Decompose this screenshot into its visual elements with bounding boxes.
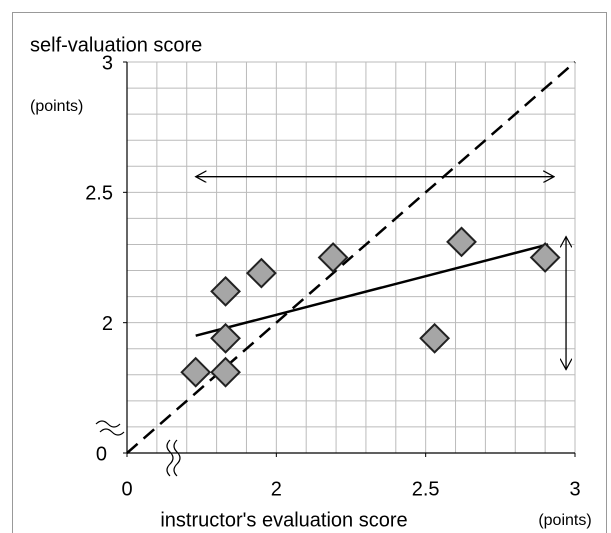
y-tick-label: 2.5 bbox=[85, 183, 113, 205]
x-tick-label: 2.5 bbox=[412, 478, 440, 500]
point bbox=[529, 242, 561, 273]
point bbox=[210, 322, 241, 354]
x-axis-break bbox=[166, 439, 181, 477]
dashed-line bbox=[126, 61, 576, 454]
point bbox=[210, 356, 241, 388]
point bbox=[245, 257, 277, 289]
x-tick-label: 2 bbox=[271, 478, 282, 500]
x-axis-unit: (points) bbox=[538, 512, 591, 529]
plot: 0 2 2.5 3 0 2 2.5 3 bbox=[85, 52, 580, 500]
point bbox=[419, 322, 451, 354]
y-axis-unit: (points) bbox=[30, 98, 83, 115]
y-tick-label: 2 bbox=[102, 313, 113, 335]
point bbox=[446, 226, 477, 258]
frame bbox=[12, 12, 607, 533]
point bbox=[317, 242, 349, 273]
y-tick-label: 3 bbox=[102, 52, 113, 74]
y-tick-label: 0 bbox=[96, 443, 107, 465]
y-axis-label: self-valuation score bbox=[30, 34, 202, 56]
point bbox=[210, 275, 241, 307]
x-axis-label: instructor's evaluation score bbox=[160, 509, 407, 531]
x-tick-label: 0 bbox=[121, 478, 132, 500]
y-axis-break bbox=[95, 420, 125, 436]
x-tick-label: 3 bbox=[569, 478, 580, 500]
solid-line bbox=[195, 243, 549, 337]
point bbox=[180, 356, 212, 388]
